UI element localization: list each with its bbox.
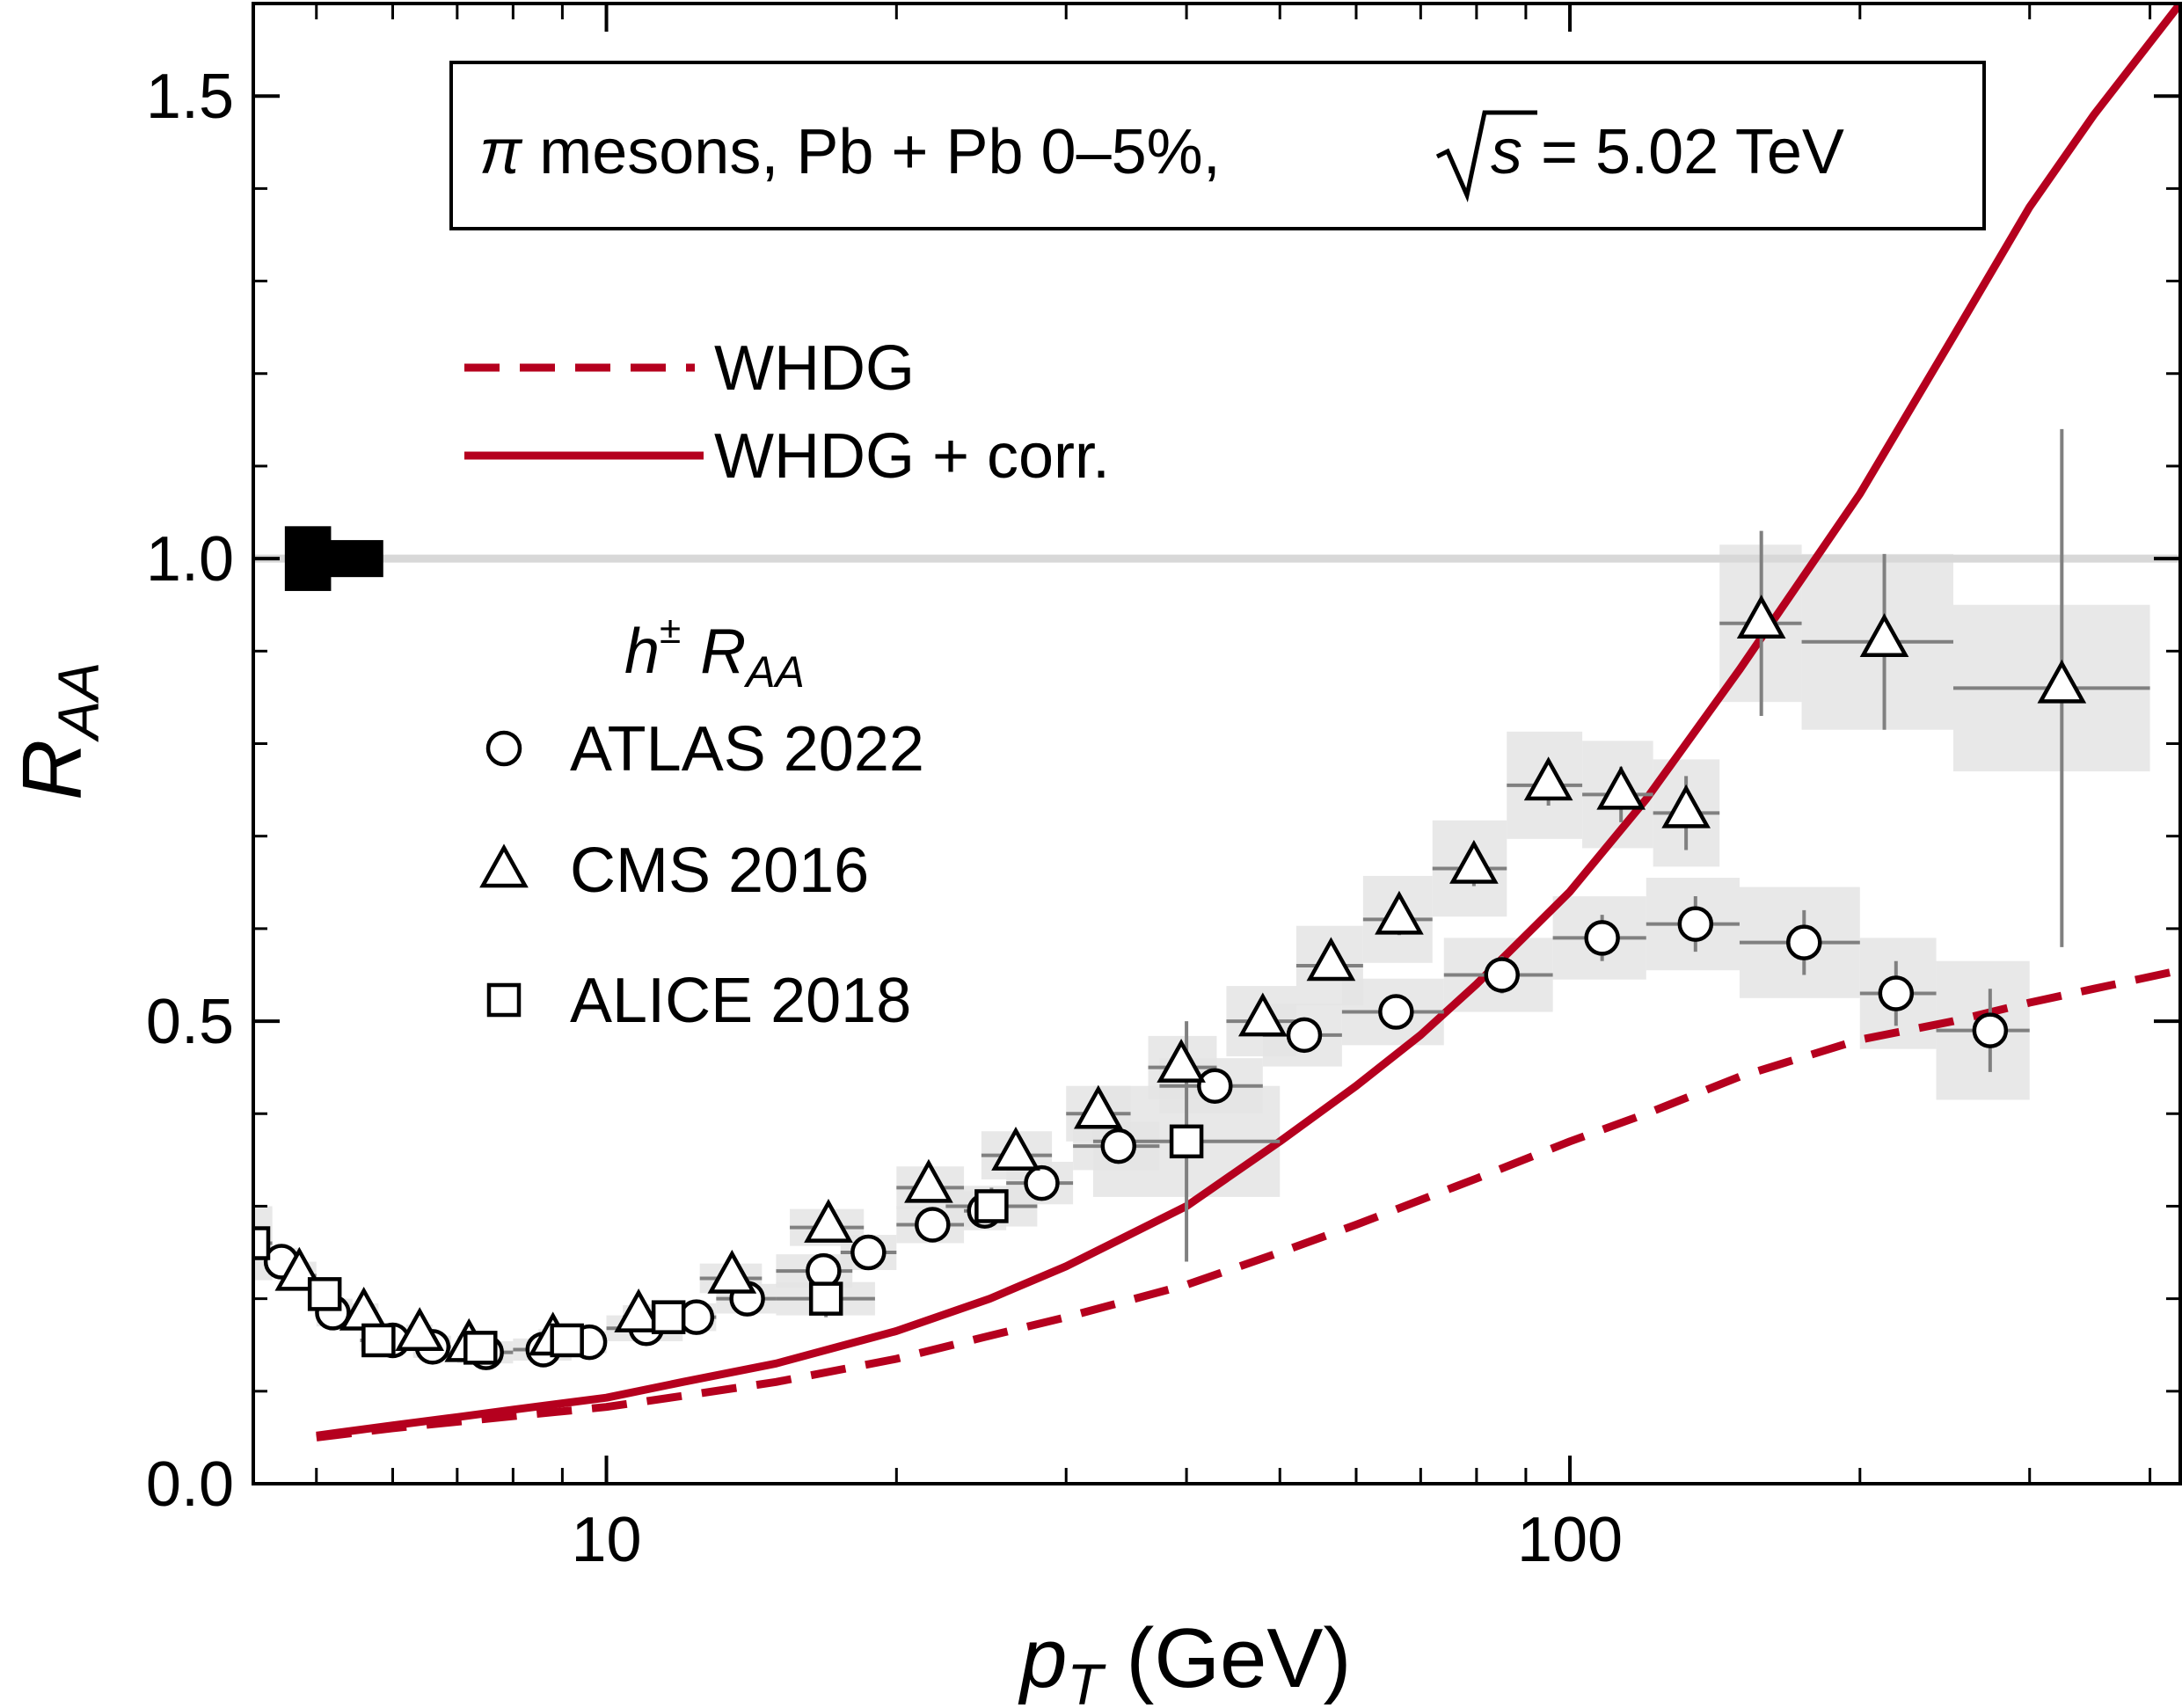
x-axis-label: pT (GeV) [1018,1611,1351,1708]
cms-2016-point-6 [707,1249,757,1294]
cms-2016-point-7 [804,1199,853,1243]
y-tick-label-1: 0.5 [146,987,234,1057]
legend-title-r: R [700,617,746,687]
atlas-2022-point-17 [1286,1017,1323,1054]
alice-2018-point-6 [808,1281,843,1316]
atlas-2022-point-19 [1484,957,1520,993]
atlas-2022-point-16 [1197,1068,1233,1104]
legend-marker-circle [485,730,522,767]
alice-2018-point-4 [550,1323,584,1358]
cms-2016-point-2 [395,1307,445,1351]
cms-2016-point-20 [1859,613,1909,658]
alice-2018-point-8 [1169,1124,1204,1159]
theory-curves [316,4,2180,1442]
cms-2016-point-10 [1074,1084,1123,1129]
legend-label-whdg: WHDG [714,333,915,404]
systematic-uncertainty-boxes [253,544,2150,1364]
legend-marker-square [486,982,522,1018]
curve-whdg [316,966,2180,1442]
atlas-2022-point-11 [850,1234,887,1271]
y-axis-label: RAA [5,662,111,800]
legend-title-aa: AA [743,647,805,697]
cms-2016-point-8 [904,1158,953,1203]
cms-2016-point-16 [1523,756,1573,801]
legend-label-alice: ALICE 2018 [570,966,911,1036]
cms-2016-point-14 [1375,890,1424,935]
normalization-box-1 [329,540,383,578]
atlas-2022-point-12 [915,1207,951,1243]
curve-whdg-corr- [316,4,2180,1440]
xlabel-unit: (GeV) [1103,1611,1352,1705]
data-markers [253,595,2087,1370]
atlas-2022-point-15 [1100,1128,1137,1164]
legend-label-atlas: ATLAS 2022 [570,714,924,785]
y-tick-label-0: 0.0 [146,1449,234,1520]
title-sqrt-var: s [1491,117,1522,187]
ylabel-var: R [5,740,99,800]
legend-title-pm: ± [660,609,681,652]
reference-line-layer [253,526,2180,591]
cms-2016-point-9 [991,1126,1040,1171]
cms-2016-point-5 [614,1288,663,1332]
y-tick-label-2: 1.0 [146,524,234,595]
alice-2018-point-7 [974,1189,1009,1223]
atlas-2022-point-20 [1584,920,1620,956]
title-particle: π [479,117,523,187]
legend-label-cms: CMS 2016 [570,836,869,906]
alice-2018-point-5 [651,1300,686,1334]
atlas-2022-point-22 [1786,924,1822,960]
legend-title-h: h [624,617,660,687]
cms-2016-point-13 [1306,937,1356,982]
cms-2016-point-15 [1449,839,1499,884]
atlas-2022-point-14 [1024,1164,1060,1201]
ylabel-sub: AA [46,662,111,743]
title-box [449,61,1986,230]
chart-title: π mesons, Pb + Pb 0–5%, [479,117,1221,187]
alice-2018-point-0 [253,1226,271,1260]
atlas-2022-point-18 [1378,994,1414,1030]
cms-2016-point-19 [1736,595,1786,639]
atlas-2022-point-23 [1878,975,1915,1011]
cms-2016-point-21 [2037,659,2087,704]
x-tick-label-0: 10 [571,1505,641,1575]
alice-2018-point-1 [307,1277,342,1311]
title-energy: = 5.02 TeV [1541,117,1844,187]
cms-2016-point-12 [1238,992,1288,1037]
sqrt-symbol [1435,110,1537,203]
atlas-2022-point-24 [1972,1012,2009,1048]
xlabel-sub: T [1067,1652,1106,1708]
atlas-2022-point-21 [1677,906,1714,942]
x-tick-label-1: 100 [1517,1505,1623,1575]
plot-frame: 0.0 0.5 1.0 1.5 10 100 [146,2,2182,1575]
title-text: mesons, Pb + Pb 0–5%, [522,117,1220,187]
alice-2018-point-3 [463,1331,498,1365]
cms-2016-point-18 [1661,784,1711,828]
legend-label-whdg-corr: WHDG + corr. [714,421,1110,492]
data-legend-title: h± RAA [624,609,805,697]
normalization-box-0 [284,526,332,591]
alice-2018-point-2 [361,1323,396,1358]
cms-2016-point-17 [1596,765,1646,810]
xlabel-var: p [1018,1611,1067,1705]
legend-marker-triangle [479,843,529,888]
y-tick-label-3: 1.5 [146,62,234,132]
cms-2016-point-11 [1157,1039,1206,1083]
